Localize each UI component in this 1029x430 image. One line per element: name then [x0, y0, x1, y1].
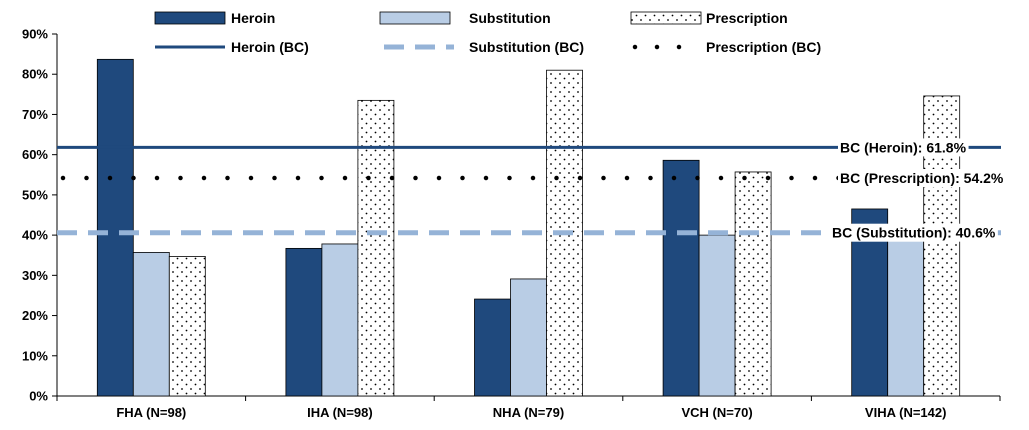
ref-label-background — [830, 223, 998, 242]
legend: Heroin Substitution Prescription Heroin (BC… — [154, 10, 821, 55]
bars-group — [96, 58, 961, 397]
legend-label: Prescription (BC) — [706, 39, 821, 55]
bar-substitution-3 — [698, 234, 736, 397]
ref-label-background — [838, 138, 969, 157]
bar-heroin-0 — [96, 58, 134, 397]
x-tick-label: VIHA (N=142) — [865, 405, 947, 420]
y-tick-label: 80% — [22, 67, 48, 82]
y-tick-label: 30% — [22, 268, 48, 283]
ref-label-background — [838, 168, 1006, 187]
x-tick-label: NHA (N=79) — [493, 405, 564, 420]
bar-prescription-1 — [357, 99, 395, 397]
y-tick-label: 10% — [22, 348, 48, 363]
bar-substitution-4 — [887, 228, 925, 397]
y-tick-label: 20% — [22, 308, 48, 323]
bar-heroin-2 — [474, 298, 511, 397]
axes: 0% 10% 20% 30% 40% 50% 60% 70% 80% 90% FHA (N=98) I… — [22, 27, 1001, 420]
legend-swatch-prescription — [630, 11, 702, 25]
labels-group: BC (Heroin): 61.8% BC (Substitution): 40.… — [830, 138, 1006, 242]
ref-line-label: BC (Heroin): 61.8% — [840, 139, 967, 155]
bar-heroin-3 — [662, 159, 700, 397]
y-tick-label: 0% — [29, 389, 48, 404]
legend-label: Prescription — [706, 10, 788, 26]
ref-line-label: BC (Prescription): 54.2% — [840, 170, 1004, 186]
legend-swatch-substitution — [379, 11, 451, 25]
bar-prescription-3 — [734, 171, 772, 397]
bar-heroin-1 — [285, 247, 323, 397]
y-tick-label: 40% — [22, 228, 48, 243]
bar-substitution-0 — [132, 252, 170, 397]
legend-label: Heroin (BC) — [231, 39, 309, 55]
x-tick-label: FHA (N=98) — [116, 405, 186, 420]
bar-substitution-2 — [510, 278, 547, 397]
legend-swatch-heroin — [154, 11, 226, 25]
bar-substitution-1 — [321, 243, 359, 397]
legend-label: Heroin — [231, 10, 275, 26]
x-tick-label: VCH (N=70) — [682, 405, 753, 420]
y-tick-label: 50% — [22, 187, 48, 202]
ref-line-label: BC (Substitution): 40.6% — [832, 225, 996, 241]
legend-label: Substitution (BC) — [469, 39, 584, 55]
y-tick-label: 90% — [22, 27, 48, 42]
bar-prescription-0 — [168, 256, 206, 397]
y-tick-label: 60% — [22, 147, 48, 162]
y-tick-label: 70% — [22, 107, 48, 122]
x-tick-label: IHA (N=98) — [307, 405, 373, 420]
legend-label: Substitution — [469, 10, 551, 26]
